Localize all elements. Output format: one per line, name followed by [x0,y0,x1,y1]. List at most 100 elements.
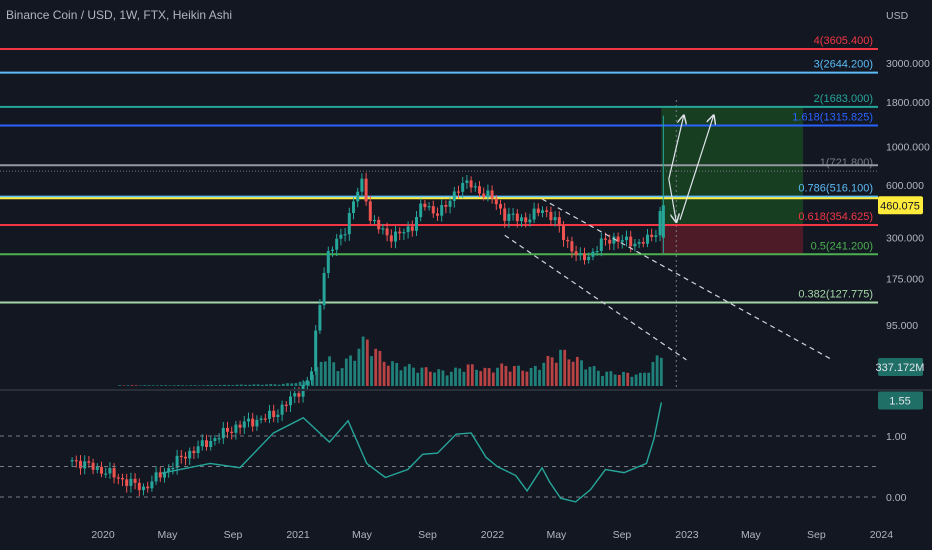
candle-body [473,186,477,188]
fib-level-label: 3(2644.200) [814,59,873,71]
volume-bar [118,385,121,386]
time-tick-label: May [158,529,179,541]
volume-bar [227,384,231,386]
volume-bar [130,385,134,386]
candle-body [192,450,196,454]
candle-body [351,201,355,214]
time-tick-label: May [352,529,373,541]
price-tick-label: 1000.000 [886,141,930,153]
candle-body [368,201,372,221]
indicator-tick-label: 1.00 [886,431,907,443]
volume-bar [235,384,239,386]
candle-body [582,253,586,261]
volume-bar [504,365,508,386]
candle-body [482,193,486,198]
volume-bar [382,361,386,386]
candle-body [406,226,410,233]
volume-bar [428,371,432,386]
time-tick-label: Sep [418,529,437,541]
candle-body [217,438,221,440]
candle-body [465,180,469,183]
candle-body [448,200,452,207]
volume-bar [189,385,193,386]
fib-level-label: 0.5(241.200) [811,240,873,252]
candle-body [637,242,641,244]
candle-body [347,213,351,235]
volume-bar [290,383,294,386]
volume-bar [575,356,579,386]
volume-bar [508,371,512,386]
projection-arrows [668,116,714,222]
candle-body [545,210,549,212]
volume-bar [252,384,256,386]
volume-bar [206,385,210,386]
candle-body [591,251,595,257]
volume-bar [630,376,634,386]
volume-bar [622,371,625,386]
candle-body [288,396,292,406]
candle-body [137,482,141,491]
volume-bar [185,385,189,386]
candle-body [629,236,633,247]
volume-bar [424,367,428,386]
chart-title: Binance Coin / USD, 1W, FTX, Heikin Ashi [6,8,233,22]
candle-body [280,404,284,415]
projection-arrow [679,116,714,220]
indicator-line [161,402,663,503]
volume-bar [500,363,504,386]
candle-body [595,251,599,253]
indicator-tick-label: 0.00 [886,492,907,504]
volume-bar [218,385,222,386]
candle-body [188,450,192,459]
volume-tag-text: 337.172M [876,362,925,374]
candle-body [343,234,347,236]
volume-bar [605,371,609,386]
candle-body [553,217,557,221]
price-tick-label: 600.000 [886,180,924,192]
candle-body [402,232,406,234]
candle-body [162,471,166,478]
candle-body [158,472,162,478]
candle-body [360,178,364,192]
price-tick-label: 1800.000 [886,97,930,109]
volume-bar [349,355,352,386]
fib-level-label: 0.786(516.100) [798,183,873,195]
volume-bar [416,372,420,386]
candle-body [263,418,267,420]
volume-bar [433,372,436,386]
candle-body [385,228,389,236]
candle-body [431,206,435,214]
time-tick-label: Sep [224,529,243,541]
candle-body [183,456,187,459]
volume-bar [638,372,642,386]
volume-bar [584,369,588,386]
volume-bar [571,361,575,386]
candle-body [440,205,444,216]
volume-bar [151,385,155,386]
volume-bar [554,362,558,386]
volume-bar [139,385,142,386]
price-tick-label: 175.000 [886,274,924,286]
volume-bar [344,358,348,386]
candle-body [238,424,242,428]
volume-bar [248,384,252,386]
volume-bar [386,365,390,386]
volume-bar [193,385,197,386]
projection-arrow [668,178,676,222]
volume-bar [197,385,201,386]
candle-body [246,418,250,422]
candle-body [251,418,255,427]
volume-bar [626,372,630,386]
volume-bar [323,361,327,386]
indicator-value-tag: 1.55 [878,391,923,410]
volume-bar [407,364,411,386]
candle-body [398,231,402,234]
axis-tags: 460.075 337.172M 1.55 [876,196,925,410]
time-tick-label: 2021 [286,529,310,541]
fib-level-label: 2(1683.000) [814,93,873,105]
volume-bar [126,385,130,386]
candle-body [645,234,649,244]
candle-body [603,238,607,240]
candle-body [209,440,213,448]
